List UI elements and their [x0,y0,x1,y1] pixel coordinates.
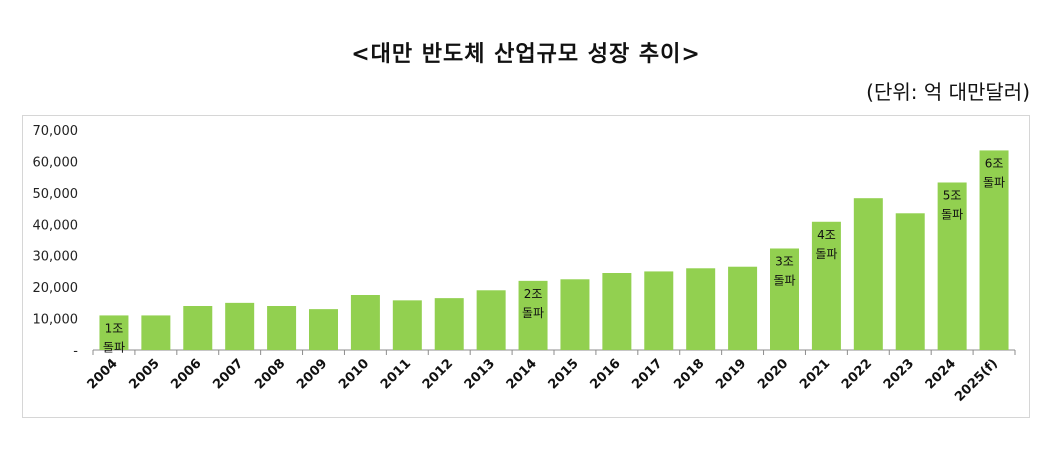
bar [560,279,590,350]
x-tick-label: 2021 [797,356,833,392]
bar-annotation: 돌파 [103,340,125,354]
x-tick-label: 2017 [629,356,665,392]
bar [686,268,716,350]
bar [895,213,925,350]
bar [350,295,380,350]
bar-annotation: 2조 [524,287,543,301]
x-tick-label: 2011 [378,356,414,392]
bar [811,221,841,350]
bar-annotation: 돌파 [983,175,1005,189]
y-tick-label: 30,000 [33,250,79,265]
bar [937,182,967,350]
x-tick-label: 2009 [294,356,330,392]
y-tick-label: 60,000 [33,155,79,170]
x-tick-label: 2010 [336,356,372,392]
bar [979,150,1009,350]
y-tick-label: - [73,344,78,359]
x-tick-label: 2016 [587,356,623,392]
bar [434,298,464,350]
x-tick-label: 2013 [462,356,498,392]
y-tick-label: 50,000 [33,187,79,202]
bar-annotation: 돌파 [773,273,795,287]
x-tick-label: 2018 [671,356,707,392]
y-tick-label: 70,000 [33,124,79,139]
bar [225,302,255,350]
bar-annotation: 5조 [943,188,962,202]
x-tick-label: 2022 [839,356,875,392]
bar [770,248,799,350]
bar [728,266,758,350]
bar [853,198,883,350]
x-tick-label: 2012 [420,356,456,392]
x-tick-label: 2020 [755,356,791,392]
x-tick-label: 2014 [504,356,540,392]
bar [309,309,338,350]
bar-annotation: 3조 [775,254,794,268]
y-tick-label: 40,000 [33,218,79,233]
x-tick-label: 2024 [923,356,959,392]
bar [602,273,632,350]
bar-annotation: 1조 [105,321,124,335]
bar [183,306,213,350]
x-tick-label: 2019 [713,356,749,392]
bar [141,315,171,350]
bar-annotation: 4조 [817,228,836,242]
x-tick-label: 2007 [210,356,246,392]
x-tick-label: 2006 [168,356,204,392]
bar [267,306,297,350]
x-tick-label: 2025(f) [952,356,1001,405]
bar [476,290,506,350]
x-tick-label: 2015 [546,356,582,392]
bar [99,315,129,350]
x-tick-label: 2023 [881,356,917,392]
bar [644,271,674,350]
y-tick-label: 10,000 [33,313,79,328]
x-tick-label: 2004 [85,356,121,392]
x-tick-label: 2005 [126,356,162,392]
bar [392,300,422,350]
bar-annotation: 돌파 [941,207,963,221]
bar [518,280,548,350]
chart-title: <대만 반도체 산업규모 성장 추이> [351,42,701,67]
bar-annotation: 돌파 [815,247,837,261]
bar-annotation: 6조 [985,156,1004,170]
bar-annotation: 돌파 [522,306,544,320]
unit-label: (단위: 억 대만달러) [866,80,1030,104]
x-tick-label: 2008 [252,356,288,392]
y-tick-label: 20,000 [33,281,79,296]
